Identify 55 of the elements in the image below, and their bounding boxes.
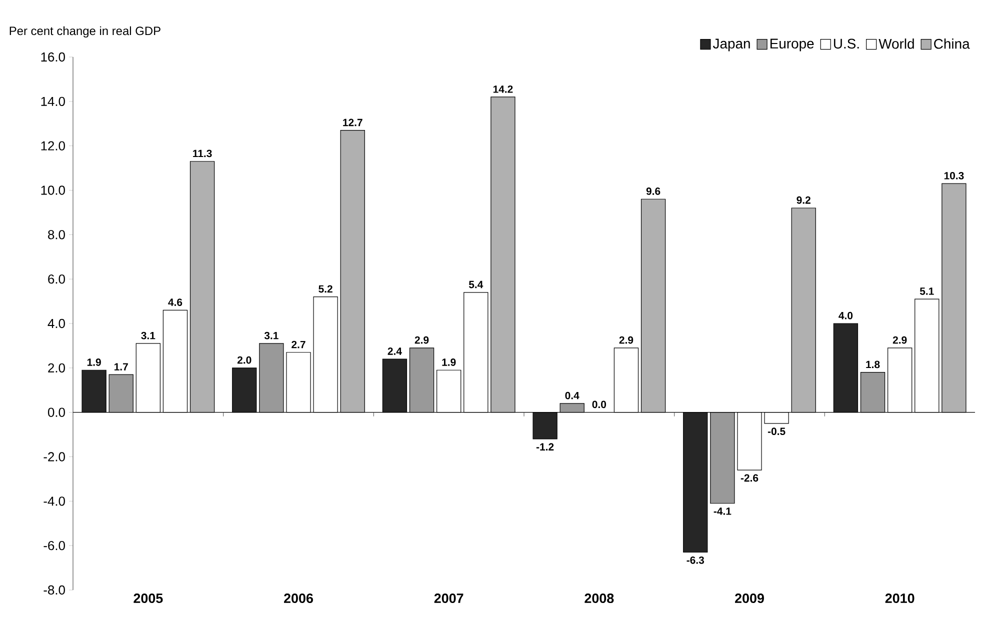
data-label: 3.1 <box>264 332 278 340</box>
y-tick-label: 4.0 <box>48 318 65 328</box>
x-tick-label: 2008 <box>584 594 614 604</box>
y-tick-label: 0.0 <box>48 408 65 417</box>
data-label: -6.3 <box>686 556 704 564</box>
data-label: 4.0 <box>838 312 853 320</box>
y-tick-label: 16.0 <box>41 52 65 62</box>
data-label: 2.4 <box>388 348 402 355</box>
data-label: 5.2 <box>318 285 332 293</box>
legend-label: U.S. <box>834 38 859 49</box>
y-tick-label: 2.0 <box>48 363 65 372</box>
y-tick-label: 8.0 <box>48 230 65 240</box>
data-label: 9.6 <box>646 188 660 195</box>
data-label: 0.4 <box>565 392 580 400</box>
x-tick-label: 2010 <box>885 594 914 604</box>
data-label: 3.1 <box>141 332 156 340</box>
legend-label: Japan <box>712 38 750 52</box>
data-label: 2.0 <box>237 356 252 364</box>
data-label: -4.1 <box>714 508 732 515</box>
data-label: 2.9 <box>414 336 429 344</box>
x-tick-label: 2005 <box>134 594 163 604</box>
y-tick-label: 12.0 <box>41 141 65 150</box>
data-label: 5.4 <box>468 280 484 288</box>
data-label: 5.1 <box>920 288 934 295</box>
data-label: -1.2 <box>536 443 554 450</box>
y-axis-title: Per cent change in real GDP <box>10 26 160 38</box>
data-label: 2.9 <box>892 336 907 344</box>
data-label: 11.3 <box>193 150 212 158</box>
y-tick-label: -4.0 <box>44 496 65 506</box>
data-label: 0.0 <box>592 400 606 408</box>
data-label: 2.7 <box>292 340 306 348</box>
data-label: 9.2 <box>796 196 810 204</box>
data-label: 1.9 <box>442 358 456 366</box>
data-label: 14.2 <box>493 85 513 93</box>
data-label: 10.3 <box>944 172 964 180</box>
data-label: -2.6 <box>740 474 758 482</box>
data-label: 4.6 <box>168 298 182 306</box>
data-label: 1.8 <box>866 360 880 368</box>
legend-label: Europe <box>770 38 814 52</box>
data-label: 1.7 <box>114 363 128 370</box>
data-label: 1.9 <box>87 358 101 366</box>
y-tick-label: 10.0 <box>41 186 65 195</box>
data-label: -0.5 <box>768 428 786 436</box>
y-tick-label: -6.0 <box>44 540 65 550</box>
legend-label: World <box>878 38 914 49</box>
y-tick-label: 14.0 <box>41 96 65 106</box>
x-tick-label: 2007 <box>434 594 464 604</box>
x-tick-label: 2006 <box>284 594 313 604</box>
y-tick-label: -8.0 <box>44 585 65 595</box>
y-tick-label: 6.0 <box>48 274 65 284</box>
x-tick-label: 2009 <box>735 594 764 604</box>
y-tick-label: -2.0 <box>44 452 65 462</box>
legend-label: China <box>934 38 970 49</box>
data-label: 12.7 <box>343 118 362 126</box>
data-label: 2.9 <box>619 336 634 344</box>
